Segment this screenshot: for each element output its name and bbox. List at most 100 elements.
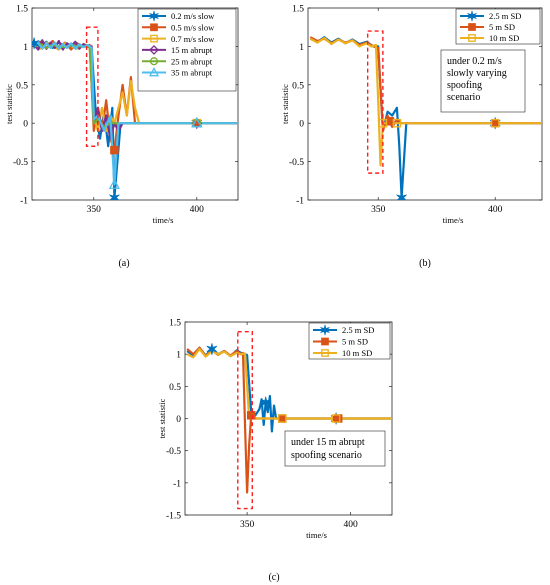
x-tick-label: 350: [87, 205, 102, 215]
marker-square: [333, 414, 343, 423]
annotation-text: spoofing scenario: [291, 450, 362, 461]
annotation-text: under 0.2 m/s: [447, 56, 502, 67]
y-tick-label: -0.5: [289, 158, 304, 168]
marker-square-open: [490, 118, 500, 128]
legend-label: 2.5 m SD: [489, 11, 521, 21]
y-tick-label: 1.5: [16, 5, 28, 15]
y-tick-label: 0.5: [16, 81, 28, 91]
marker-square: [468, 23, 476, 31]
y-tick-label: 1: [23, 43, 28, 53]
panel-a: -1 -0.5 0 0.5 1 1.5 350 400 time/s test statistic…: [4, 5, 239, 269]
annotation-text: scenario: [447, 92, 480, 103]
marker-square-open: [468, 34, 476, 42]
y-tick-label: 1.5: [169, 319, 181, 329]
y-tick-label: 0: [176, 415, 181, 425]
highlight-box: [366, 30, 384, 174]
marker-square: [490, 118, 500, 128]
series-line: [309, 36, 542, 167]
y-axis-label: test statistic: [157, 398, 167, 438]
marker-star: [320, 324, 330, 336]
series-line: [186, 347, 392, 420]
panel-c: -1.5 -1 -0.5 0 0.5 1 1.5 350 400 time/s test stati…: [157, 319, 393, 583]
marker-star: [206, 343, 218, 355]
legend-label: 35 m abrupt: [171, 68, 213, 78]
annotation-box: [284, 430, 386, 467]
y-tick-label: -0.5: [166, 447, 181, 457]
marker-star: [467, 10, 477, 22]
legend-label: 10 m SD: [342, 348, 372, 358]
annotation-text: spoofing: [447, 80, 482, 91]
marker-square: [321, 337, 329, 346]
marker-star: [260, 396, 272, 409]
marker-triangle-open: [148, 67, 160, 77]
annotation-box: [440, 49, 526, 113]
marker-square: [246, 411, 256, 420]
legend-label: 2.5 m SD: [342, 325, 374, 335]
legend-label: 15 m abrupt: [171, 45, 213, 55]
marker-square-open: [378, 118, 388, 128]
x-axis-label: time/s: [153, 215, 174, 225]
y-axis-label: test statistic: [280, 84, 290, 124]
y-tick-label: -1: [20, 197, 28, 207]
series-group: [186, 343, 392, 494]
y-tick-label: 1: [176, 351, 181, 361]
panel-caption: (b): [419, 258, 431, 269]
highlight-box: [237, 330, 253, 510]
marker-star: [109, 191, 120, 200]
marker-square: [278, 414, 287, 423]
marker-square-open: [321, 349, 329, 357]
legend-label: 5 m SD: [489, 22, 515, 32]
legend-label: 10 m SD: [489, 33, 519, 43]
marker-square-open: [331, 414, 341, 423]
marker-triangle-open: [108, 178, 121, 189]
marker-circle-open: [149, 57, 159, 66]
y-tick-label: 0: [299, 120, 304, 130]
x-axis-label: time/s: [443, 215, 464, 225]
x-axis-label: time/s: [306, 530, 327, 540]
annotation-text: slowly varying: [447, 68, 507, 79]
y-tick-label: 1.5: [292, 5, 304, 15]
y-tick-label: -1: [173, 479, 181, 489]
x-tick-label: 350: [240, 520, 255, 530]
y-tick-label: -1: [296, 197, 304, 207]
marker-square: [150, 23, 158, 32]
legend-label: 5 m SD: [342, 337, 368, 347]
series-group: [309, 36, 542, 200]
marker-square-open: [278, 414, 287, 423]
y-tick-label: 0.5: [292, 81, 304, 91]
y-tick-label: -1.5: [166, 512, 181, 522]
annotation: under 15 m abrupt spoofing scenario: [284, 430, 386, 467]
x-tick-label: 350: [371, 205, 386, 215]
marker-star: [149, 10, 159, 22]
y-tick-label: -0.5: [13, 158, 28, 168]
y-tick-label: 0.5: [169, 383, 181, 393]
marker-square-open: [150, 34, 158, 43]
marker-triangle-open: [191, 117, 203, 128]
panel-caption: (a): [118, 258, 129, 269]
panel-caption: (c): [268, 572, 279, 583]
marker-square: [110, 145, 119, 155]
marker-square: [385, 117, 395, 126]
y-tick-label: 1: [299, 43, 304, 53]
x-tick-label: 400: [343, 520, 358, 530]
series-line: [33, 41, 238, 186]
legend-label: 0.2 m/s slow: [171, 11, 215, 21]
legend-label: 0.5 m/s slow: [171, 23, 215, 33]
marker-square-open: [392, 118, 402, 128]
y-axis-label: test statistic: [4, 84, 14, 124]
annotation-text: under 15 m abrupt: [291, 437, 365, 448]
panel-b: -1 -0.5 0 0.5 1 1.5 350 400 time/s test statistic…: [280, 5, 543, 269]
legend-label: 0.7 m/s slow: [171, 34, 215, 44]
marker-star: [32, 37, 40, 50]
x-tick-label: 400: [190, 205, 205, 215]
y-tick-label: 0: [23, 120, 28, 130]
x-tick-label: 400: [488, 205, 503, 215]
highlight-box: [85, 26, 99, 147]
legend-label: 25 m abrupt: [171, 56, 213, 66]
marker-star: [396, 191, 407, 200]
